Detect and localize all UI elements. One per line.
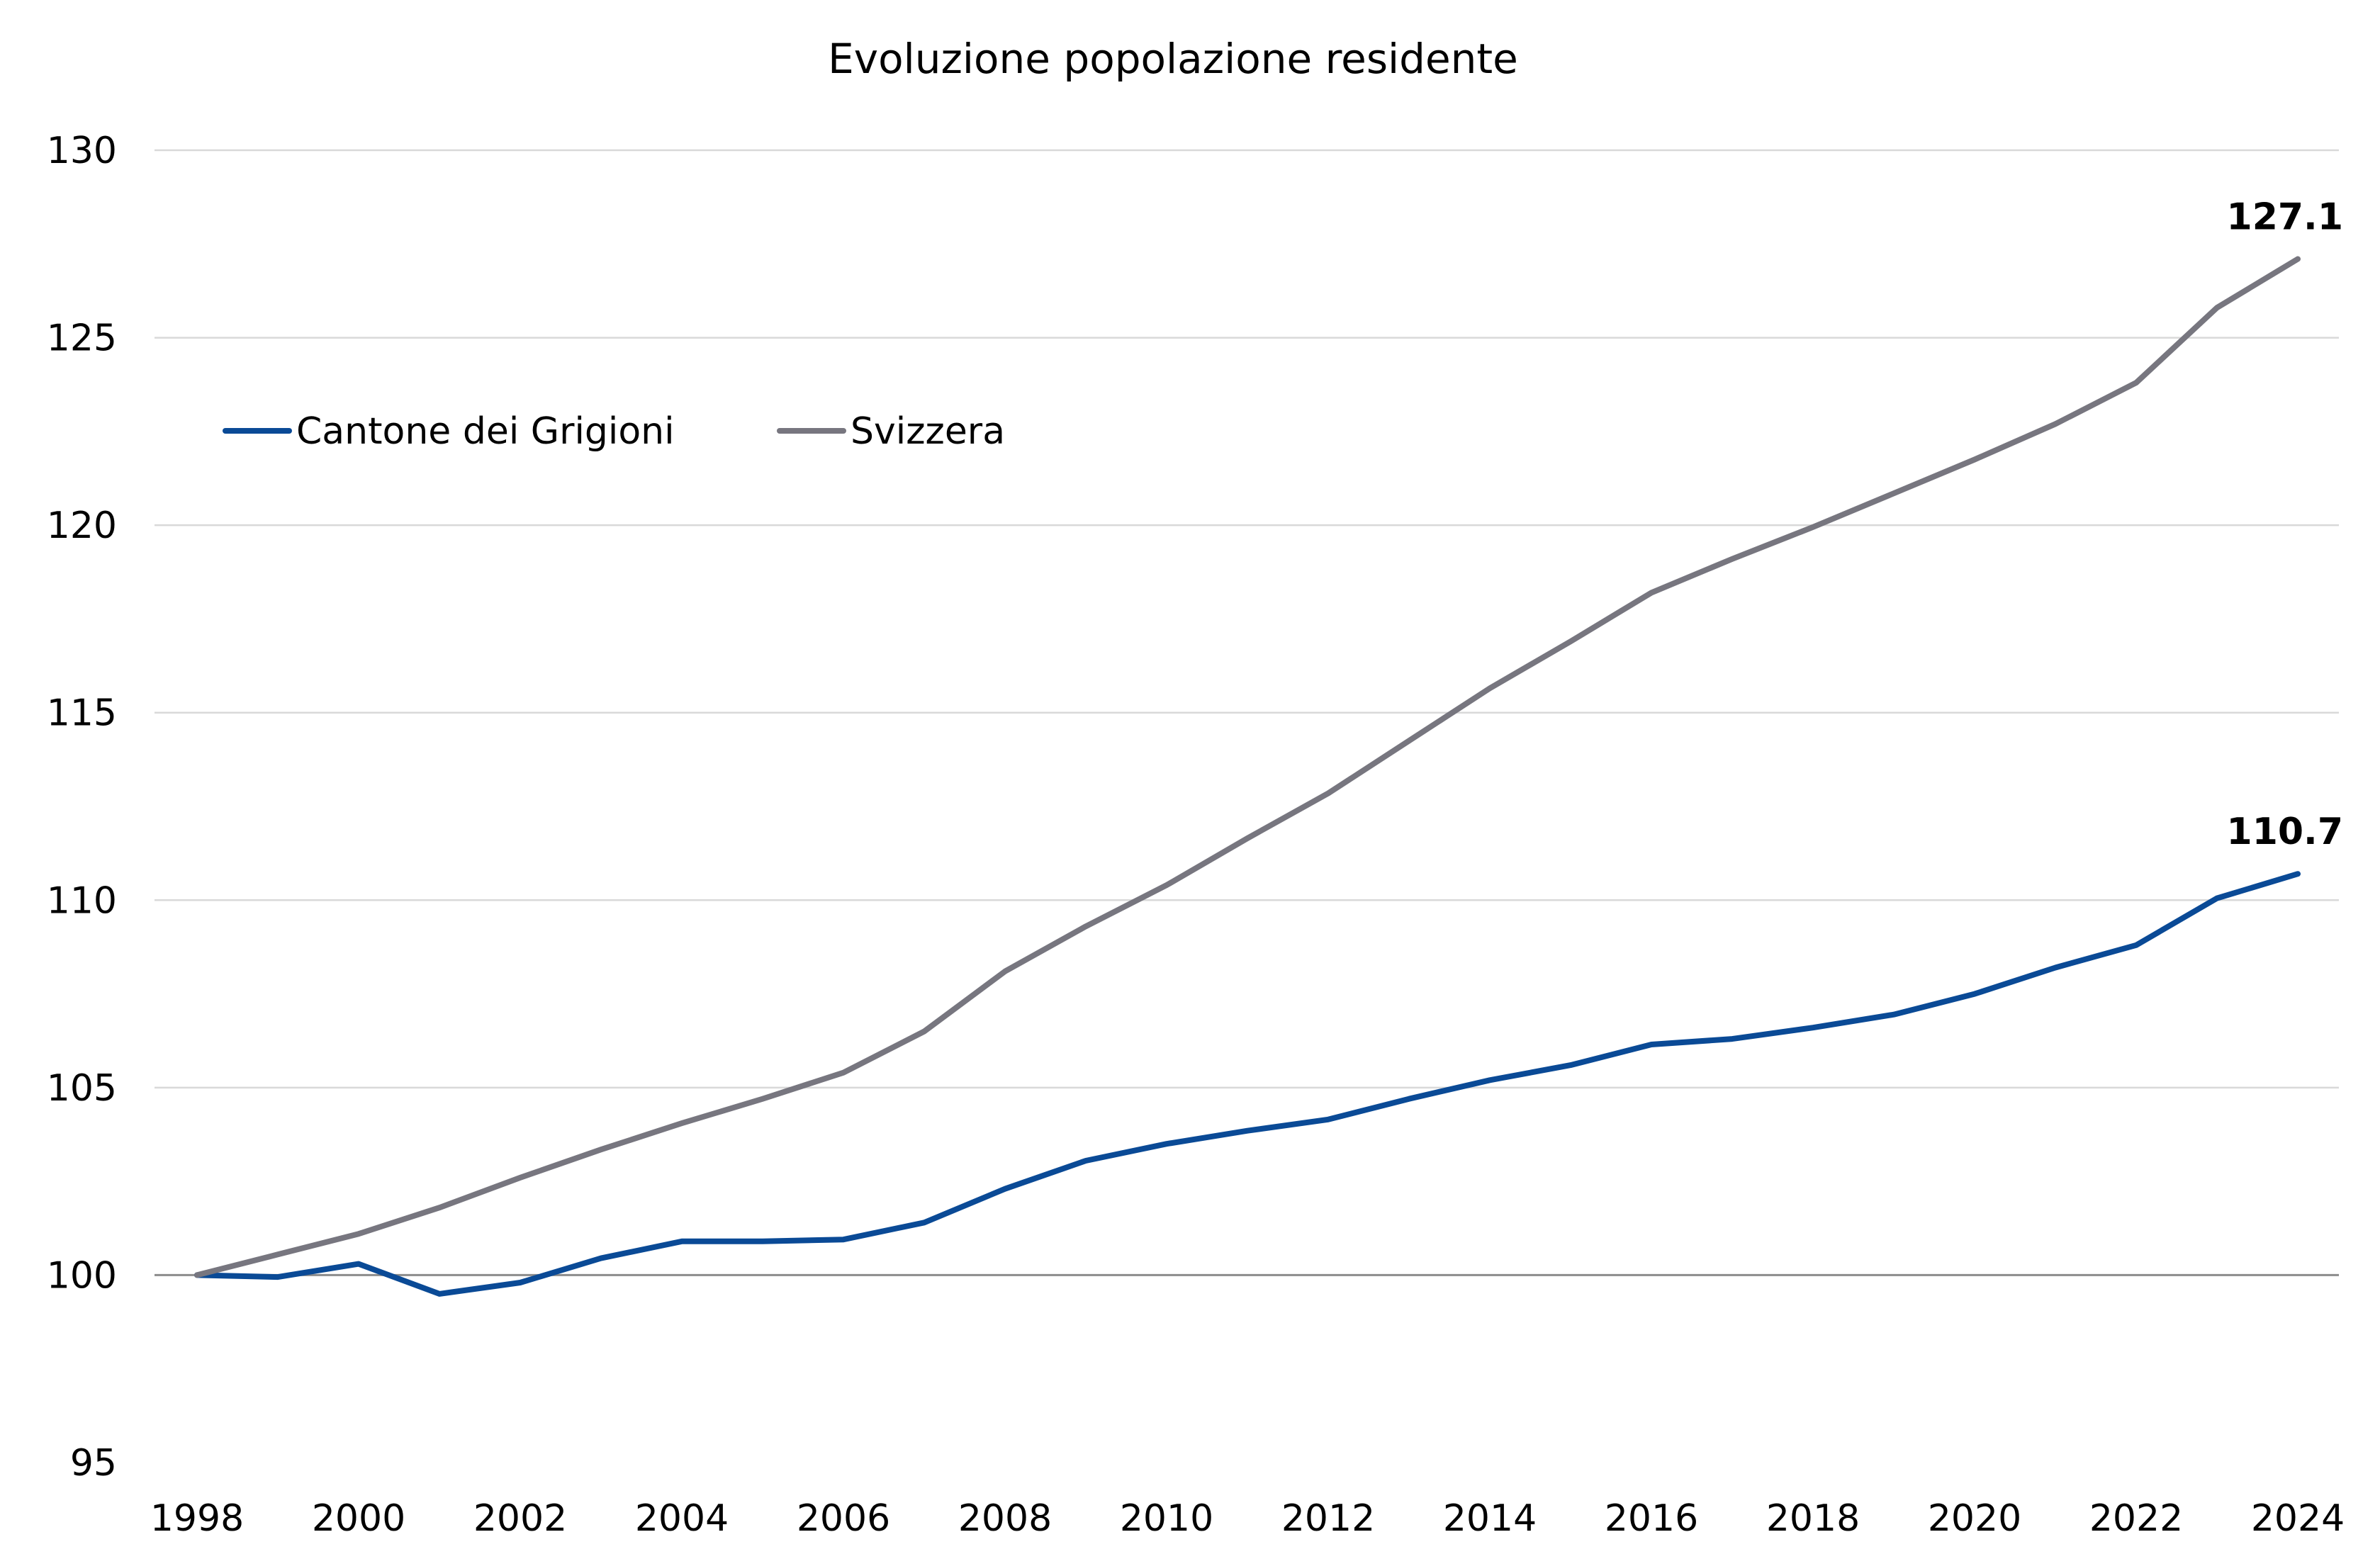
end-value-label: 127.1 (2227, 196, 2343, 238)
series-line-0 (194, 871, 2301, 1297)
x-tick-label: 2018 (1766, 1497, 1860, 1540)
legend: Cantone dei Grigioni Svizzera (223, 410, 1005, 453)
x-tick-label: 2008 (958, 1497, 1052, 1540)
legend-label: Svizzera (851, 410, 1005, 453)
x-tick-label: 2020 (1928, 1497, 2021, 1540)
series-line-1 (194, 256, 2301, 1278)
x-tick-label: 2004 (635, 1497, 729, 1540)
y-tick-label: 100 (47, 1254, 117, 1297)
y-tick-label: 130 (47, 130, 117, 172)
x-axis-ticks: 1998 2000 2002 2004 2006 2008 2010 2012 2014 2016… (150, 1497, 2345, 1540)
y-tick-label: 115 (47, 692, 117, 735)
x-tick-label: 2006 (797, 1497, 890, 1540)
end-value-label: 110.7 (2227, 811, 2343, 853)
x-tick-label: 2016 (1605, 1497, 1698, 1540)
y-tick-label: 105 (47, 1067, 117, 1110)
x-tick-label: 2022 (2089, 1497, 2183, 1540)
gridlines (155, 149, 2339, 1276)
y-tick-label: 120 (47, 505, 117, 547)
legend-label: Cantone dei Grigioni (296, 410, 675, 453)
x-tick-label: 2014 (1443, 1497, 1537, 1540)
x-tick-label: 1998 (150, 1497, 244, 1540)
x-tick-label: 2002 (473, 1497, 567, 1540)
end-labels: 110.7 127.1 (2227, 196, 2343, 853)
y-tick-label: 110 (47, 879, 117, 922)
x-tick-label: 2024 (2251, 1497, 2345, 1540)
y-axis-ticks: 95 100 105 110 115 120 125 130 (47, 130, 117, 1485)
chart-title: Evoluzione popolazione residente (828, 35, 1518, 83)
x-tick-label: 2000 (312, 1497, 405, 1540)
y-tick-label: 95 (70, 1442, 117, 1485)
y-tick-label: 125 (47, 317, 117, 360)
series-lines (194, 256, 2301, 1297)
x-tick-label: 2010 (1120, 1497, 1213, 1540)
x-tick-label: 2012 (1281, 1497, 1375, 1540)
